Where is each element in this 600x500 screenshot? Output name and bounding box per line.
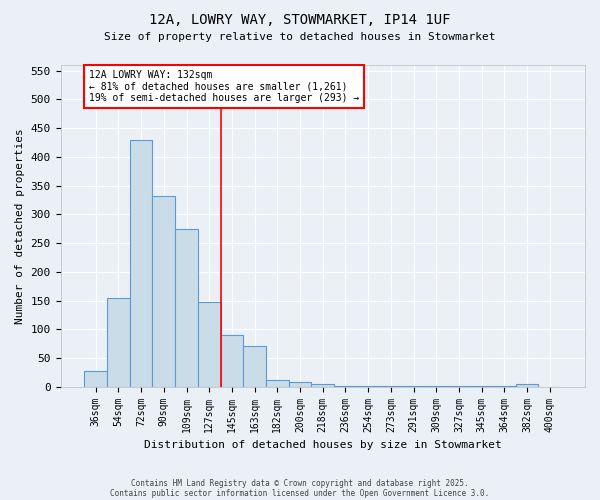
Bar: [152, 196, 175, 386]
Text: Size of property relative to detached houses in Stowmarket: Size of property relative to detached ho…: [104, 32, 496, 42]
Text: 12A LOWRY WAY: 132sqm
← 81% of detached houses are smaller (1,261)
19% of semi-d: 12A LOWRY WAY: 132sqm ← 81% of detached …: [89, 70, 359, 103]
Bar: [311, 384, 334, 386]
Bar: [107, 298, 130, 386]
Text: Contains HM Land Registry data © Crown copyright and database right 2025.: Contains HM Land Registry data © Crown c…: [131, 478, 469, 488]
Bar: [289, 382, 311, 386]
Bar: [266, 380, 289, 386]
X-axis label: Distribution of detached houses by size in Stowmarket: Distribution of detached houses by size …: [144, 440, 502, 450]
Bar: [175, 228, 198, 386]
Bar: [85, 371, 107, 386]
Text: Contains public sector information licensed under the Open Government Licence 3.: Contains public sector information licen…: [110, 488, 490, 498]
Bar: [130, 140, 152, 386]
Text: 12A, LOWRY WAY, STOWMARKET, IP14 1UF: 12A, LOWRY WAY, STOWMARKET, IP14 1UF: [149, 12, 451, 26]
Bar: [516, 384, 538, 386]
Bar: [221, 335, 243, 386]
Bar: [198, 302, 221, 386]
Y-axis label: Number of detached properties: Number of detached properties: [15, 128, 25, 324]
Bar: [243, 346, 266, 387]
